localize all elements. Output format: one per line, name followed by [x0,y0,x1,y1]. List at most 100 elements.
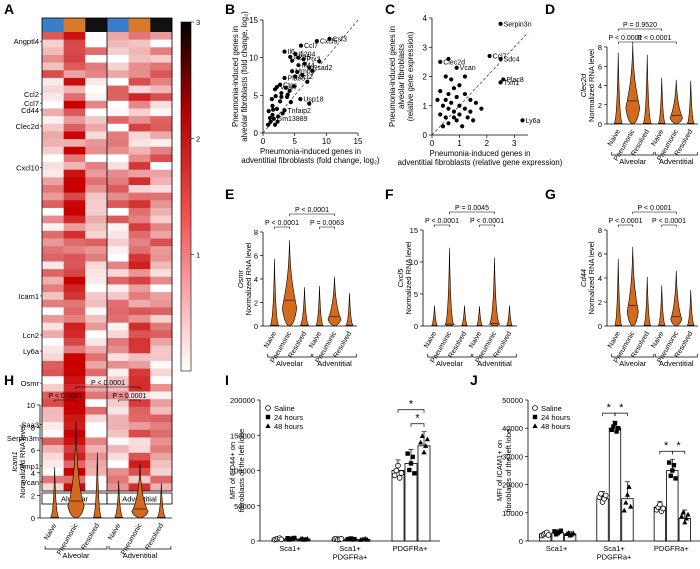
heatmap-cell [128,62,151,71]
pvalue-label: P = 0.0001 [112,393,146,400]
data-point [276,114,281,119]
heatmap-cell [128,47,151,56]
heatmap-cell [42,54,64,63]
y-tick-label: 0 [254,322,258,331]
y-tick-label: 15 [410,226,418,235]
heatmap-cell [150,406,173,415]
heatmap-cell [42,77,64,86]
heatmap-cell [150,322,173,331]
dot-48h [678,513,685,519]
y-tick-label: 100000 [230,467,255,476]
heatmap-cell [63,93,86,102]
heatmap-cell [107,108,129,117]
group-label: Alveolar [619,157,647,166]
y-tick-label: 40000 [502,424,523,433]
heatmap-cell [128,77,151,86]
y-tick-label: 5 [414,290,418,299]
heatmap-cell [128,162,151,170]
significance-star: * [664,440,669,452]
group-label: Adventitial [477,359,512,368]
heatmap-cell [128,230,151,239]
dot-48h [682,519,688,525]
heatmap-cell [85,383,108,392]
pvalue-bracket [274,226,290,229]
heatmap-cell [85,468,108,476]
heatmap-cell [107,338,129,346]
heatmap-row-label: Osmr [21,379,40,388]
heatmap-cell [150,475,173,484]
dot-48h [623,499,629,505]
y-tick-label: 3 [423,43,428,52]
gene-label: Il6 [288,49,296,56]
heatmap-cell [85,223,108,232]
heatmap-cell [63,276,86,285]
dot-saline [545,532,552,538]
heatmap-cell [107,47,129,56]
heatmap-cell [150,261,173,270]
data-point [446,121,451,126]
heatmap-cell [42,39,64,48]
heatmap-cell [85,391,108,400]
dot-saline [660,505,666,512]
heatmap-cell [150,460,173,469]
heatmap-cell [63,39,86,48]
pvalue-label: P = 0.9520 [623,22,657,29]
heatmap-cell [107,123,129,132]
legend-label: Saline [274,404,295,413]
heatmap-header-cell [150,18,173,32]
heatmap-cell [150,292,173,301]
heatmap-cell [128,207,151,216]
gene-label: Ly6a [526,118,541,125]
pvalue-bracket [54,399,77,402]
pvalue-bracket [617,28,663,31]
heatmap-cell [128,276,151,285]
heatmap-cell [128,154,151,163]
heatmap-cell [63,139,86,148]
heatmap-cell [107,460,129,469]
heatmap-cell [107,307,129,316]
heatmap-row-label: Ly6a [23,347,40,356]
heatmap-cell [107,238,129,247]
y-tick-label: 50000 [234,502,255,511]
y-tick-label: 0 [423,131,428,140]
heatmap-cell [150,276,173,285]
y-tick-label: 30000 [502,452,523,461]
heatmap-cell [63,422,86,431]
heatmap-cell [128,399,151,408]
heatmap-cell [85,131,108,140]
data-point [454,118,459,123]
heatmap-row-label: Cd44 [21,106,39,115]
heatmap-cell [150,399,173,408]
dot-48h [680,509,686,515]
heatmap-cell [150,284,173,293]
dot-saline [278,536,285,543]
heatmap-cell [85,322,108,331]
pvalue-bracket [632,211,677,214]
heatmap-row-label: Vcan [22,478,39,487]
heatmap-cell [42,460,64,469]
y-tick-label: 0 [254,129,259,138]
y-tick-label: 0 [598,120,602,129]
heatmap-cell [63,162,86,170]
heatmap-cell [128,345,151,354]
heatmap-cell [63,230,86,239]
heatmap-cell [85,376,108,385]
heatmap-cell [150,376,173,385]
heatmap-cell [42,345,64,354]
y-axis-label: Normalized RNA level [587,49,596,122]
heatmap-cell [128,376,151,385]
dot-24h [611,424,616,429]
heatmap-cell [150,452,173,461]
heatmap-cell [85,77,108,86]
heatmap-cell [42,399,64,408]
y-tick-label: 15 [249,16,258,25]
data-point [265,122,271,127]
y-axis-label: Normalized RNA level [404,241,413,314]
data-point [443,74,448,79]
heatmap-cell [107,383,129,392]
y-tick-label: 4 [598,82,602,91]
heatmap-cell [107,39,129,48]
heatmap-cell [63,429,86,438]
heatmap-cell [85,139,108,148]
